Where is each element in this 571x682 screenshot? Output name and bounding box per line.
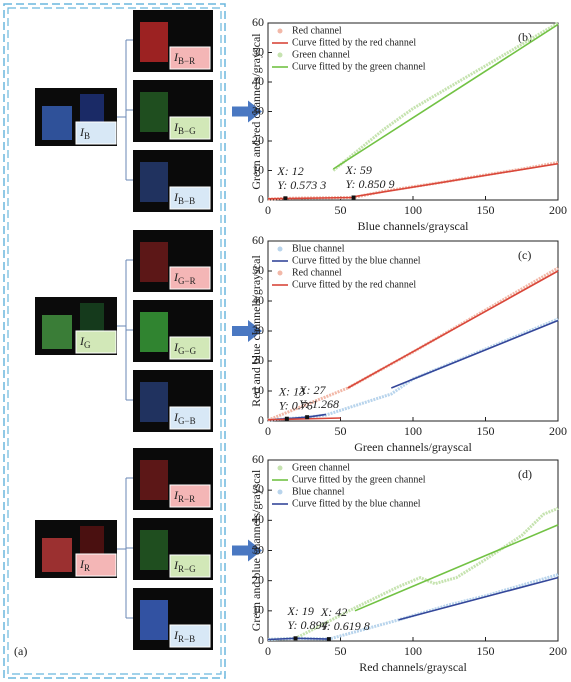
x-tick-label: 100 [404, 424, 422, 438]
legend-label: Curve fitted by the red channel [292, 279, 416, 290]
x-tick-label: 50 [335, 644, 347, 658]
y-tick-label: 60 [252, 15, 264, 29]
output-image-glow [140, 22, 168, 62]
legend-label: Curve fitted by the blue channel [292, 255, 421, 266]
label-sub: R−R [178, 494, 195, 504]
bracket [117, 478, 133, 618]
annotation-x: X: 19 [287, 604, 314, 618]
annotation-point [283, 196, 287, 200]
x-tick-label: 200 [549, 644, 567, 658]
label-sub: G−R [178, 276, 196, 286]
x-axis-title: Green channels/grayscal [354, 440, 472, 454]
legend-label: Red channel [292, 25, 342, 36]
label-sub: B−B [178, 196, 195, 206]
legend-label: Curve fitted by the red channel [292, 37, 416, 48]
annotation-y: Y: 0.850 9 [346, 177, 395, 191]
label-sub: R [84, 563, 90, 573]
output-image-glow [140, 600, 168, 640]
legend-label: Curve fitted by the green channel [292, 61, 426, 72]
source-image-glow [42, 106, 72, 140]
x-tick-label: 0 [265, 203, 271, 217]
output-image-glow [140, 460, 168, 500]
annotation-x: X: 42 [320, 605, 347, 619]
fit-line [355, 525, 558, 611]
y-axis-title: Red and blue channels/grayscal [249, 255, 263, 407]
x-tick-label: 150 [477, 424, 495, 438]
panel-label: (a) [14, 644, 27, 658]
annotation-x: X: 12 [276, 164, 303, 178]
legend-label: Curve fitted by the green channel [292, 474, 426, 485]
legend-marker [278, 490, 283, 495]
source-image-glow [42, 315, 72, 349]
x-tick-label: 150 [477, 203, 495, 217]
label-sub: G [84, 340, 91, 350]
source-image-glow [42, 538, 72, 572]
annotation-point [285, 417, 289, 421]
x-tick-label: 100 [404, 203, 422, 217]
annotation-point [352, 195, 356, 199]
x-tick-label: 50 [335, 203, 347, 217]
x-axis-title: Red channels/grayscal [359, 660, 467, 674]
annotation-y: Y: 0.573 3 [277, 178, 326, 192]
label-sub: B [84, 131, 90, 141]
annotation-y: Y: 0.619 8 [321, 619, 370, 633]
legend-label: Blue channel [292, 486, 345, 497]
legend-marker [278, 247, 283, 252]
x-tick-label: 100 [404, 644, 422, 658]
annotation-x: X: 27 [298, 383, 326, 397]
panel-label: (c) [518, 248, 531, 262]
figure: (a) IBIB−RIB−GIB−BIGIG−RIG−GIG−BIRIR−RIR… [0, 0, 571, 682]
legend-label: Curve fitted by the blue channel [292, 498, 421, 509]
output-image-glow [140, 530, 168, 570]
y-axis-title: Green and red channels/grayscal [249, 33, 263, 190]
label-sub: G−G [178, 346, 197, 356]
panel-label: (d) [518, 467, 532, 481]
x-tick-label: 150 [477, 644, 495, 658]
legend-label: Red channel [292, 267, 342, 278]
legend-label: Green channel [292, 462, 350, 473]
legend-marker [278, 53, 283, 58]
x-tick-label: 0 [265, 424, 271, 438]
y-tick-label: 60 [252, 233, 264, 247]
output-image-glow [140, 382, 168, 422]
x-tick-label: 200 [549, 424, 567, 438]
x-tick-label: 50 [335, 424, 347, 438]
annotation-point [327, 637, 331, 641]
y-tick-label: 0 [258, 633, 264, 647]
label-sub: R−B [178, 634, 195, 644]
y-tick-label: 0 [258, 192, 264, 206]
x-tick-label: 0 [265, 644, 271, 658]
output-image-glow [140, 242, 168, 282]
legend-marker [278, 271, 283, 276]
y-axis-title: Green and blue channels/grayscal [249, 469, 263, 631]
legend-label: Green channel [292, 49, 350, 60]
output-image-glow [140, 92, 168, 132]
annotation-point [294, 636, 298, 640]
x-tick-label: 200 [549, 203, 567, 217]
y-tick-label: 0 [258, 413, 264, 427]
label-sub: B−R [178, 56, 195, 66]
annotation-y: Y: 1.268 [299, 397, 339, 411]
output-image-glow [140, 162, 168, 202]
y-tick-label: 60 [252, 452, 264, 466]
annotation-x: X: 59 [345, 163, 372, 177]
legend-marker [278, 466, 283, 471]
legend-marker [278, 29, 283, 34]
x-axis-title: Blue channels/grayscal [358, 219, 470, 233]
legend-label: Blue channel [292, 243, 345, 254]
label-sub: B−G [178, 126, 196, 136]
bracket [117, 40, 133, 180]
annotation-point [305, 415, 309, 419]
output-image-glow [140, 312, 168, 352]
bracket [117, 260, 133, 400]
label-sub: R−G [178, 564, 196, 574]
label-sub: G−B [178, 416, 196, 426]
